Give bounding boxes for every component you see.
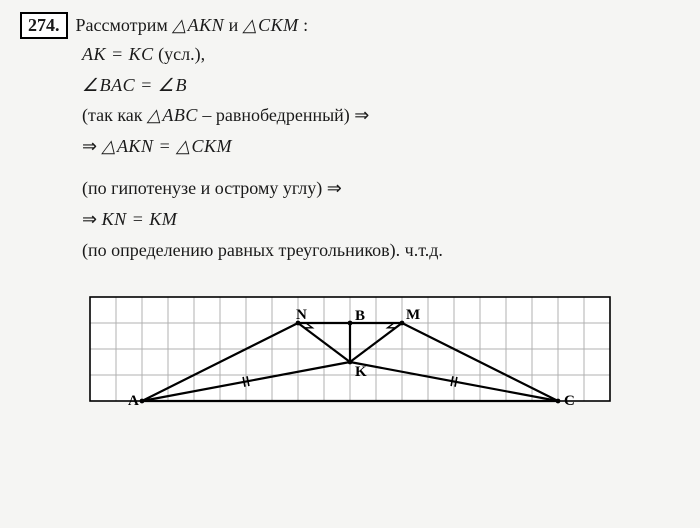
line-4: (так как ABC – равнобедренный) ⇒ — [82, 100, 680, 131]
svg-text:B: B — [355, 308, 365, 324]
line-5: ⇒ AKN = CKM — [82, 131, 680, 162]
line8-text: (по определению равных треугольников). ч… — [82, 240, 443, 260]
svg-text:C: C — [564, 393, 575, 407]
svg-text:M: M — [406, 307, 420, 323]
proof-body: AK = KC (усл.), BAC = B (так как ABC – р… — [82, 39, 680, 265]
tri-ckm: CKM — [243, 15, 299, 35]
eq-ak-kc: AK = KC — [82, 44, 154, 64]
first-line: 274. Рассмотрим AKN и CKM : — [20, 12, 680, 39]
svg-text:N: N — [296, 307, 307, 323]
triangle-diagram: A C B K N M — [89, 283, 611, 407]
svg-text:K: K — [355, 364, 367, 380]
intro-prefix: Рассмотрим — [76, 15, 173, 35]
line4-prefix: (так как — [82, 105, 147, 125]
tri-ckm-2: CKM — [176, 136, 232, 156]
line-6: (по гипотенузе и острому углу) ⇒ — [82, 173, 680, 204]
line7-arrow: ⇒ — [82, 209, 102, 229]
line2-paren: (усл.), — [154, 44, 205, 64]
line4-tail: – равнобедренный) ⇒ — [198, 105, 370, 125]
line-3: BAC = B — [82, 70, 680, 101]
line-7: ⇒ KN = KM — [82, 204, 680, 235]
diagram-container: A C B K N M — [20, 283, 680, 407]
line-2: AK = KC (усл.), — [82, 39, 680, 70]
line6-text: (по гипотенузе и острому углу) ⇒ — [82, 178, 342, 198]
tri-akn: AKN — [172, 15, 224, 35]
svg-text:A: A — [128, 393, 139, 407]
angle-b: B — [158, 75, 187, 95]
angle-bac: BAC = — [82, 75, 158, 95]
problem-number: 274. — [20, 12, 68, 39]
intro-text: Рассмотрим AKN и CKM : — [76, 15, 309, 36]
tri-akn-2: AKN — [102, 136, 154, 156]
intro-and: и — [224, 15, 243, 35]
intro-colon: : — [299, 15, 309, 35]
line5-eq: = — [153, 136, 176, 156]
eq-kn-km: KN = KM — [102, 209, 178, 229]
line-8: (по определению равных треугольников). ч… — [82, 235, 680, 266]
tri-abc: ABC — [147, 105, 198, 125]
line5-arrow: ⇒ — [82, 136, 102, 156]
